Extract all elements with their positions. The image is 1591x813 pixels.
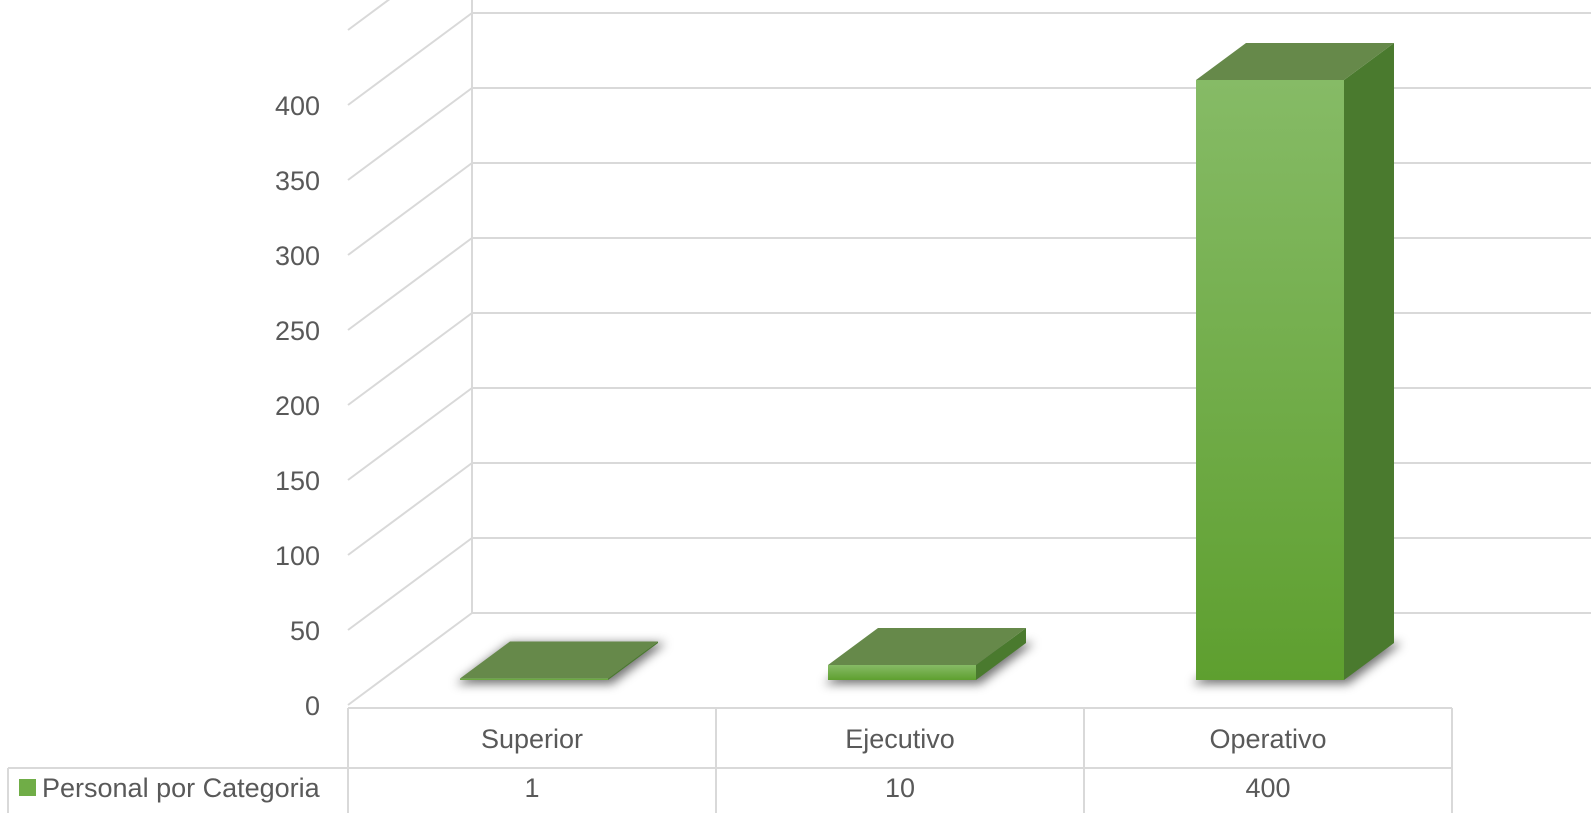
y-tick-label: 400 (275, 91, 320, 121)
data-value-label: 400 (1245, 773, 1290, 803)
bar-side-face (608, 641, 658, 680)
y-tick-label: 50 (290, 616, 320, 646)
bar-top-face (1196, 43, 1394, 80)
bar-top-face (828, 628, 1026, 665)
bar-front-face (460, 678, 608, 680)
side-gridline (347, 87, 473, 181)
y-tick-label: 150 (275, 466, 320, 496)
bar (824, 628, 1034, 684)
data-table: Superior Ejecutivo Operativo Personal por C… (7, 707, 1453, 813)
legend-swatch (19, 779, 36, 796)
side-gridline (347, 12, 473, 106)
y-tick-label: 300 (275, 241, 320, 271)
y-axis-tick-labels: 0 50 100 150 200 250 300 350 400 (275, 91, 320, 721)
series-name-label: Personal por Categoria (42, 773, 321, 803)
side-gridline (347, 462, 473, 556)
side-gridline (347, 612, 473, 706)
bar-side-face (976, 628, 1026, 680)
y-tick-label: 100 (275, 541, 320, 571)
x-category-label: Superior (481, 724, 583, 754)
bar-side-face (1344, 43, 1394, 680)
bar (1192, 43, 1402, 684)
bar-front-face (828, 665, 976, 680)
x-category-label: Operativo (1209, 724, 1326, 754)
bars (456, 43, 1402, 684)
y-tick-label: 0 (305, 691, 320, 721)
side-gridline (347, 537, 473, 631)
gridlines (347, 0, 1591, 706)
side-gridline (347, 237, 473, 331)
x-category-label: Ejecutivo (845, 724, 955, 754)
y-tick-label: 350 (275, 166, 320, 196)
side-gridline (347, 312, 473, 406)
bar-front-face (1196, 80, 1344, 680)
y-tick-label: 200 (275, 391, 320, 421)
side-gridline (347, 162, 473, 256)
bar-top-face (460, 641, 658, 679)
side-gridline (347, 0, 391, 31)
data-value-label: 10 (885, 773, 915, 803)
data-value-label: 1 (524, 773, 539, 803)
bar (456, 641, 666, 684)
y-tick-label: 250 (275, 316, 320, 346)
side-gridline (347, 387, 473, 481)
